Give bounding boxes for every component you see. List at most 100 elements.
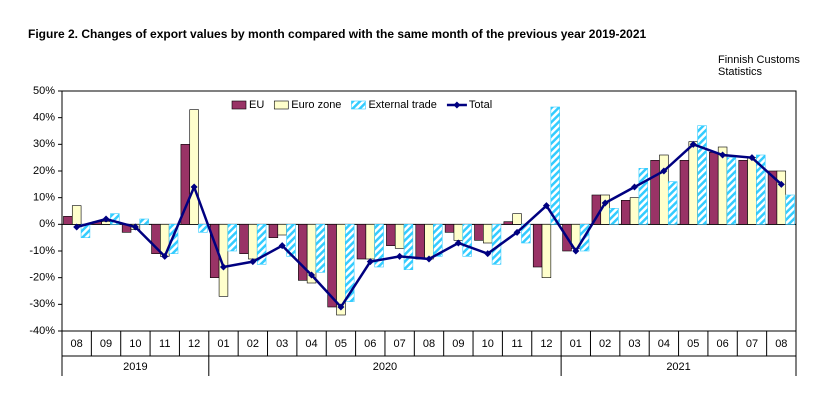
x-tick-label: 06 xyxy=(716,338,728,350)
line-marker xyxy=(161,252,169,260)
bar xyxy=(277,224,287,236)
bar xyxy=(345,224,355,302)
bar xyxy=(71,205,82,225)
bar xyxy=(256,224,267,265)
y-tick-label: -10% xyxy=(29,245,55,257)
x-tick-label: 05 xyxy=(687,338,699,350)
x-tick-label: 12 xyxy=(540,338,552,350)
x-tick-label: 08 xyxy=(423,338,435,350)
line-marker xyxy=(454,239,462,247)
bar xyxy=(433,224,443,257)
bar xyxy=(629,197,640,225)
line-marker xyxy=(660,167,668,175)
line-marker xyxy=(542,202,550,210)
x-tick-label: 05 xyxy=(335,338,347,350)
bar xyxy=(189,109,199,225)
x-tick-label: 01 xyxy=(217,338,229,350)
y-tick-label: 0% xyxy=(39,218,55,230)
bar xyxy=(541,224,552,278)
bar xyxy=(453,224,464,241)
line-marker xyxy=(748,154,756,162)
y-tick-label: -40% xyxy=(29,325,55,337)
bar xyxy=(785,194,795,225)
year-label: 2019 xyxy=(123,361,147,373)
line-marker xyxy=(102,215,110,223)
bar xyxy=(227,224,237,252)
bar xyxy=(474,224,484,241)
y-tick-label: 30% xyxy=(33,138,55,150)
legend-label: EU xyxy=(249,99,264,111)
year-label: 2020 xyxy=(373,361,397,373)
bar xyxy=(503,221,513,225)
bar xyxy=(756,154,766,225)
line-marker xyxy=(513,228,521,236)
line-marker xyxy=(572,247,580,255)
bar xyxy=(550,106,560,225)
bar xyxy=(248,224,258,260)
line-marker xyxy=(249,258,257,266)
line-marker xyxy=(190,183,198,191)
line-marker xyxy=(631,183,639,191)
bar xyxy=(403,224,414,270)
line-marker xyxy=(719,151,727,159)
legend-label: Total xyxy=(469,99,492,111)
x-tick-label: 06 xyxy=(364,338,376,350)
bar xyxy=(394,224,405,249)
x-tick-label: 03 xyxy=(276,338,288,350)
bar xyxy=(218,224,229,297)
bar xyxy=(386,224,396,246)
line-marker xyxy=(689,140,697,148)
y-tick-label: -30% xyxy=(29,298,55,310)
bar xyxy=(532,224,543,268)
legend-swatch xyxy=(351,100,366,110)
line-marker xyxy=(337,303,345,311)
x-tick-label: 09 xyxy=(452,338,464,350)
bar xyxy=(298,224,308,281)
bar xyxy=(415,224,425,260)
bar xyxy=(356,224,367,260)
bar xyxy=(365,224,375,260)
line-marker xyxy=(73,223,81,231)
line-marker xyxy=(484,250,492,258)
bar xyxy=(717,146,728,225)
bar xyxy=(268,224,279,238)
bar xyxy=(679,160,690,225)
bar xyxy=(374,224,384,268)
bar xyxy=(688,141,698,225)
x-tick-label: 02 xyxy=(247,338,259,350)
line-marker xyxy=(601,199,609,207)
bar xyxy=(315,224,326,273)
legend-swatch xyxy=(453,101,461,109)
x-tick-label: 02 xyxy=(599,338,611,350)
x-tick-label: 12 xyxy=(188,338,200,350)
bar xyxy=(650,160,660,225)
y-tick-label: 40% xyxy=(33,112,55,124)
bar xyxy=(512,213,522,225)
legend-label: Euro zone xyxy=(291,99,341,111)
bar xyxy=(168,224,179,254)
line-marker xyxy=(396,252,404,260)
line-marker xyxy=(278,242,286,250)
bar xyxy=(424,224,434,260)
source-note: Statistics xyxy=(718,66,763,78)
x-tick-label: 09 xyxy=(100,338,112,350)
y-tick-label: -20% xyxy=(29,272,55,284)
x-tick-label: 07 xyxy=(394,338,406,350)
bar xyxy=(747,157,757,225)
source-note: Finnish Customs xyxy=(718,54,800,66)
x-tick-label: 11 xyxy=(511,338,522,350)
bar xyxy=(444,224,455,233)
legend-label: External trade xyxy=(368,99,436,111)
bar xyxy=(198,224,208,233)
bar xyxy=(239,224,249,254)
x-tick-label: 04 xyxy=(305,338,317,350)
bar xyxy=(609,208,619,225)
x-tick-label: 01 xyxy=(570,338,582,350)
line-marker xyxy=(366,258,374,266)
line-marker xyxy=(777,180,785,188)
y-tick-label: 10% xyxy=(33,192,55,204)
legend-swatch xyxy=(273,100,289,110)
bar xyxy=(776,170,787,225)
bar xyxy=(659,154,669,225)
bar xyxy=(286,224,296,257)
